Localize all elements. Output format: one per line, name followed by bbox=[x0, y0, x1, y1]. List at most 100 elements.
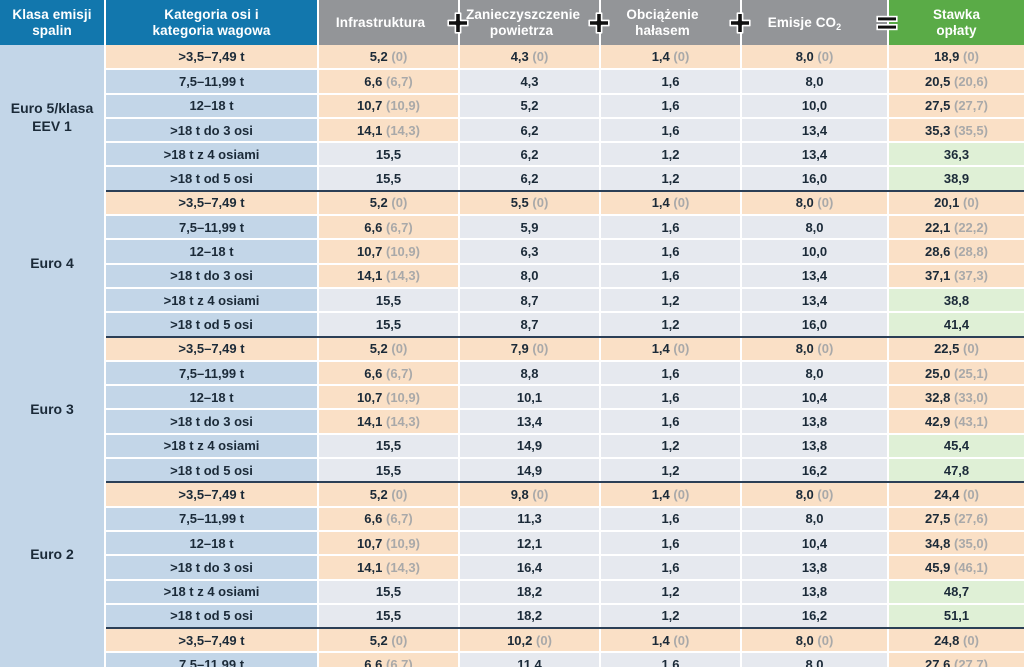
toll-rate-cell-value: 38,8 bbox=[943, 292, 970, 308]
infrastructure-cell-value: 6,6 bbox=[364, 219, 383, 235]
table-row: Euro 2 >3,5–7,49 t 5,2 (0) 9,8 (0) 1,4 (0) 8,… bbox=[0, 482, 1024, 629]
axle-weight-category-cell: 7,5–11,99 t bbox=[105, 652, 319, 667]
toll-rate-cell-previous-value: (25,1) bbox=[953, 365, 988, 381]
toll-rate-cell: 35,3 (35,5) bbox=[888, 117, 1024, 144]
co2-emissions-cell-value: 10,4 bbox=[801, 535, 828, 551]
header-emission-class-line1: Klasa emisji bbox=[12, 6, 92, 22]
air-pollution-cell-value: 7,9 bbox=[510, 341, 529, 357]
header-row: Klasa emisji spalin Kategoria osi i kate… bbox=[0, 0, 1024, 45]
toll-rate-cell: 42,9 (43,1) bbox=[888, 409, 1024, 435]
toll-rate-cell: 45,9 (46,1) bbox=[888, 555, 1024, 581]
toll-rate-cell-value: 27,5 bbox=[925, 98, 951, 114]
column-header-noise-pollution: Obciążenie hałasem bbox=[600, 0, 751, 45]
axle-weight-category-cell: >18 t od 5 osi bbox=[105, 312, 319, 338]
noise-pollution-cell-value: 1,6 bbox=[661, 365, 680, 381]
noise-pollution-cell: 1,6 bbox=[600, 215, 742, 241]
toll-rate-cell-previous-value: (35,0) bbox=[953, 535, 988, 551]
co2-emissions-cell: 8,0 bbox=[741, 652, 889, 667]
air-pollution-cell-value: 13,4 bbox=[516, 414, 543, 430]
air-pollution-cell: 18,2 bbox=[459, 579, 601, 605]
column-header-toll-rate: Stawka opłaty bbox=[888, 0, 1024, 45]
axle-weight-category-cell: >3,5–7,49 t bbox=[105, 45, 319, 71]
column-header-infrastructure: Infrastruktura bbox=[318, 0, 469, 45]
co2-emissions-cell-value: 8,0 bbox=[795, 49, 814, 65]
co2-emissions-cell-value: 13,4 bbox=[801, 292, 828, 308]
toll-rate-cell-value: 18,9 bbox=[934, 49, 960, 65]
infrastructure-cell: 15,5 bbox=[318, 142, 460, 168]
toll-rate-cell: 47,8 bbox=[888, 458, 1024, 484]
noise-pollution-cell: 1,2 bbox=[600, 603, 742, 630]
noise-pollution-cell-value: 1,2 bbox=[661, 316, 680, 332]
toll-rate-cell-previous-value: (33,0) bbox=[953, 389, 988, 405]
air-pollution-cell: 8,7 bbox=[459, 287, 601, 314]
air-pollution-cell-value: 8,8 bbox=[520, 365, 539, 381]
noise-pollution-cell-value: 1,2 bbox=[661, 608, 680, 624]
infrastructure-cell-previous-value: (0) bbox=[391, 632, 408, 648]
toll-rate-cell: 37,1 (37,3) bbox=[888, 263, 1024, 289]
table-row: 7,5–11,99 t 6,6 (6,7) 4,3 1,6 8,0 20,5 (20,6) bbox=[0, 69, 1024, 95]
co2-emissions-cell-previous-value: (0) bbox=[817, 49, 834, 65]
header-air-line2: powietrza bbox=[489, 22, 554, 38]
header-emission-class-line2: spalin bbox=[32, 22, 72, 38]
emission-class-label: Euro 5/klasa bbox=[10, 100, 94, 117]
co2-emissions-cell: 8,0 (0) bbox=[741, 190, 889, 217]
infrastructure-cell: 6,6 (6,7) bbox=[318, 652, 460, 667]
infrastructure-cell-value: 15,5 bbox=[375, 292, 402, 308]
infrastructure-cell-value: 14,1 bbox=[357, 268, 383, 284]
co2-emissions-cell-value: 8,0 bbox=[795, 195, 814, 211]
infrastructure-cell-previous-value: (0) bbox=[391, 195, 408, 211]
noise-pollution-cell: 1,2 bbox=[600, 287, 742, 314]
noise-pollution-cell: 1,2 bbox=[600, 142, 742, 168]
toll-rate-cell-value: 28,6 bbox=[925, 244, 951, 260]
noise-pollution-cell: 1,6 bbox=[600, 530, 742, 557]
infrastructure-cell: 15,5 bbox=[318, 287, 460, 314]
co2-emissions-cell-value: 16,0 bbox=[801, 171, 828, 187]
infrastructure-cell-previous-value: (0) bbox=[391, 486, 408, 502]
noise-pollution-cell-value: 1,6 bbox=[661, 389, 680, 405]
infrastructure-cell: 6,6 (6,7) bbox=[318, 69, 460, 95]
column-header-emission-class: Klasa emisji spalin bbox=[0, 0, 106, 45]
infrastructure-cell: 6,6 (6,7) bbox=[318, 506, 460, 532]
co2-emissions-cell-value: 8,0 bbox=[795, 486, 814, 502]
infrastructure-cell-value: 10,7 bbox=[357, 535, 383, 551]
infrastructure-cell-previous-value: (10,9) bbox=[385, 98, 420, 114]
infrastructure-cell: 5,2 (0) bbox=[318, 628, 460, 654]
noise-pollution-cell: 1,4 (0) bbox=[600, 482, 742, 508]
infrastructure-cell: 10,7 (10,9) bbox=[318, 239, 460, 265]
toll-rate-cell-value: 20,1 bbox=[934, 195, 960, 211]
co2-emissions-cell-previous-value: (0) bbox=[817, 486, 834, 502]
infrastructure-cell-value: 14,1 bbox=[357, 559, 383, 575]
co2-emissions-cell: 13,4 bbox=[741, 117, 889, 144]
toll-rate-cell: 32,8 (33,0) bbox=[888, 385, 1024, 411]
air-pollution-cell: 12,1 bbox=[459, 530, 601, 557]
noise-pollution-cell: 1,6 bbox=[600, 555, 742, 581]
co2-emissions-cell-value: 10,4 bbox=[801, 389, 828, 405]
axle-weight-category-cell: >3,5–7,49 t bbox=[105, 482, 319, 508]
axle-weight-category-cell: 7,5–11,99 t bbox=[105, 69, 319, 95]
toll-rate-cell-value: 35,3 bbox=[925, 122, 951, 138]
noise-pollution-cell-value: 1,2 bbox=[661, 584, 680, 600]
toll-rate-cell: 27,5 (27,6) bbox=[888, 506, 1024, 532]
co2-emissions-cell: 16,2 bbox=[741, 458, 889, 484]
toll-rate-cell-value: 22,5 bbox=[934, 341, 960, 357]
header-air-line1: Zanieczyszczenie bbox=[466, 6, 581, 22]
column-header-co2-emissions: Emisje CO2 bbox=[741, 0, 898, 45]
infrastructure-cell-value: 15,5 bbox=[375, 438, 402, 454]
co2-emissions-cell-previous-value: (0) bbox=[817, 341, 834, 357]
infrastructure-cell-value: 10,7 bbox=[357, 389, 383, 405]
infrastructure-cell: 5,2 (0) bbox=[318, 482, 460, 508]
co2-emissions-cell-value: 13,4 bbox=[801, 268, 828, 284]
noise-pollution-cell: 1,2 bbox=[600, 433, 742, 460]
infrastructure-cell-previous-value: (6,7) bbox=[385, 219, 413, 235]
air-pollution-cell: 4,3 (0) bbox=[459, 45, 601, 71]
infrastructure-cell-value: 6,6 bbox=[364, 365, 383, 381]
air-pollution-cell: 13,4 bbox=[459, 409, 601, 435]
noise-pollution-cell-value: 1,2 bbox=[661, 462, 680, 478]
toll-rate-cell-previous-value: (27,7) bbox=[953, 98, 988, 114]
table-row: 12–18 t 10,7 (10,9) 10,1 1,6 10,4 32,8 (33,0) bbox=[0, 385, 1024, 411]
co2-emissions-cell-value: 8,0 bbox=[805, 511, 824, 527]
noise-pollution-cell-value: 1,2 bbox=[661, 171, 680, 187]
table-row: Euro 1 i 0>3,5–7,49 t5,2 (0)10,2 (0)1,4 … bbox=[0, 628, 1024, 667]
table-row: 12–18 t 10,7 (10,9) 12,1 1,6 10,4 34,8 (35,0) bbox=[0, 530, 1024, 557]
co2-emissions-cell: 16,0 bbox=[741, 166, 889, 192]
